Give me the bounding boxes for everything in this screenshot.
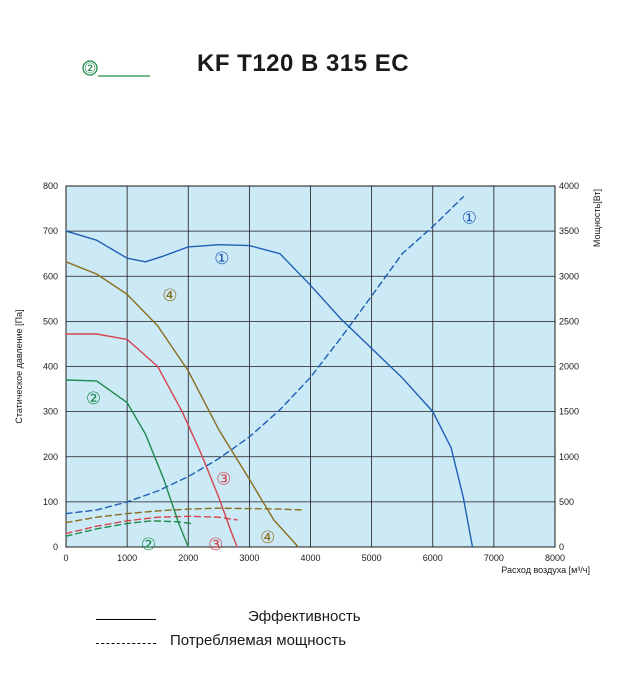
y-tick-label: 700 [43,226,58,236]
y2-tick-label: 2000 [559,362,579,372]
x-axis-label: Расход воздуха [м³/ч] [501,565,590,575]
legend-solid: Эффективность [96,608,516,628]
y2-tick-label: 0 [559,542,564,552]
y2-tick-label: 4000 [559,181,579,191]
x-tick-label: 1000 [117,553,137,563]
y-axis-label: Статическое давление [Па] [14,309,24,423]
x-tick-label: 6000 [423,553,443,563]
x-tick-label: 5000 [362,553,382,563]
series-pressure-line-3 [65,261,299,548]
legend: Эффективность Потребляемая мощность [96,608,516,658]
x-tick-label: 4000 [300,553,320,563]
x-tick-label: 8000 [545,553,565,563]
y-tick-label: 500 [43,316,58,326]
x-tick-label: 0 [63,553,68,563]
legend-solid-label: Эффективность [248,608,361,625]
header-marker: ② [78,56,158,80]
series-pressure-line-1 [65,230,474,548]
series-power-line-4 [65,507,306,524]
y-tick-label: 400 [43,362,58,372]
header-marker-graphic: ② [82,60,150,77]
series-label-5: ③ [216,469,231,489]
series-power-line-8 [65,520,193,537]
y2-tick-label: 1000 [559,452,579,462]
y2-tick-label: 3000 [559,271,579,281]
performance-chart: 0 1000 2000 3000 4000 5000 6000 7000 8000 0 100 200… [0,170,639,590]
series-pressure-line-7 [65,379,190,548]
y2-tick-label: 500 [559,497,574,507]
page-title: KF T120 B 315 EC [197,50,410,77]
series-label-3: ④ [162,286,177,306]
series-label-2: ① [462,209,477,229]
y2-tick-label: 3500 [559,226,579,236]
solid-line-swatch [96,619,156,620]
y-tick-label: 0 [53,542,58,552]
y-tick-label: 200 [43,452,58,462]
title-bar: ② KF T120 B 315 EC [0,0,639,110]
series-label-1: ① [214,249,229,269]
y-tick-label: 100 [43,497,58,507]
y-tick-label: 800 [43,181,58,191]
y2-tick-label: 2500 [559,316,579,326]
series-label-4: ④ [260,528,275,548]
series-pressure-line-5 [65,333,238,548]
header-marker-label: ② [84,61,97,77]
series-label-7: ② [86,389,101,409]
series-label-8: ② [141,535,156,555]
series-power-line-2 [65,196,464,515]
plot-frame [65,185,556,548]
y-tick-label: 300 [43,407,58,417]
dashed-line-swatch [96,643,156,644]
series-power-line-6 [65,515,238,535]
legend-dashed-label: Потребляемая мощность [170,632,347,649]
chart-svg: 0 1000 2000 3000 4000 5000 6000 7000 80000100200… [14,181,602,575]
legend-dashed: Потребляемая мощность [96,632,516,652]
y-tick-label: 600 [43,271,58,281]
x-tick-label: 2000 [178,553,198,563]
y2-tick-label: 1500 [559,407,579,417]
series-label-6: ③ [208,535,223,555]
y2-axis-label: Мощность[Вт] [592,189,602,247]
x-tick-label: 3000 [239,553,259,563]
x-tick-label: 7000 [484,553,504,563]
